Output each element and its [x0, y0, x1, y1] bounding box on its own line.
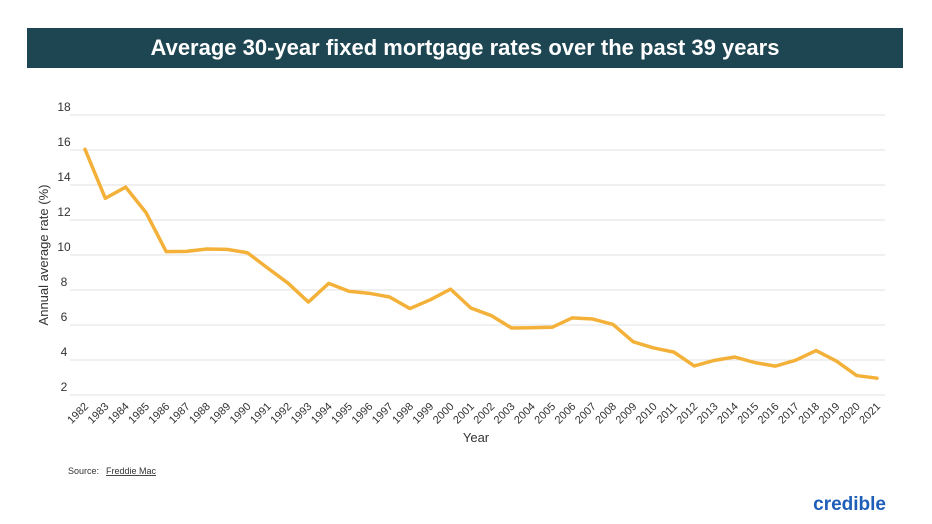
- y-tick-label: 2: [61, 380, 68, 394]
- x-tick-label: 2021: [857, 401, 883, 427]
- x-tick-label: 2006: [553, 401, 579, 427]
- x-tick-label: 1990: [228, 401, 254, 427]
- y-axis-title: Annual average rate (%): [36, 185, 51, 326]
- x-tick-label: 1994: [309, 401, 335, 427]
- x-tick-label: 1989: [207, 401, 233, 427]
- y-tick-label: 14: [57, 170, 71, 184]
- x-tick-label: 2014: [715, 401, 741, 427]
- x-tick-label: 2004: [512, 401, 538, 427]
- x-tick-label: 2019: [817, 401, 843, 427]
- y-tick-label: 10: [57, 240, 71, 254]
- x-tick-label: 2000: [431, 401, 457, 427]
- x-tick-label: 1984: [106, 401, 132, 427]
- x-tick-label: 1986: [147, 401, 173, 427]
- x-tick-label: 2016: [756, 401, 782, 427]
- x-tick-label: 2020: [837, 401, 863, 427]
- x-tick-label: 1996: [350, 401, 376, 427]
- y-tick-label: 12: [57, 205, 71, 219]
- x-tick-label: 1997: [370, 401, 396, 427]
- x-tick-label: 2015: [735, 401, 761, 427]
- x-tick-label: 1991: [248, 401, 274, 427]
- x-tick-label: 1993: [289, 401, 315, 427]
- y-tick-label: 16: [57, 135, 71, 149]
- x-tick-label: 2013: [695, 401, 721, 427]
- x-tick-label: 2005: [532, 401, 558, 427]
- x-tick-label: 1987: [167, 401, 193, 427]
- x-tick-label: 2008: [593, 401, 619, 427]
- x-axis-title: Year: [463, 430, 490, 445]
- y-tick-label: 8: [61, 275, 68, 289]
- x-tick-label: 1982: [65, 401, 91, 427]
- x-tick-label: 2002: [471, 401, 497, 427]
- y-tick-label: 6: [61, 310, 68, 324]
- y-tick-label: 4: [61, 345, 68, 359]
- x-tick-label: 2011: [655, 401, 680, 426]
- source-label: Source:: [68, 466, 99, 476]
- data-line: [83, 147, 879, 380]
- x-tick-label: 2007: [573, 401, 599, 427]
- x-tick-label: 1999: [411, 401, 437, 427]
- y-tick-label: 18: [57, 100, 71, 114]
- source-name: Freddie Mac: [106, 466, 157, 476]
- x-tick-label: 1983: [86, 401, 112, 427]
- logo: credible: [813, 494, 886, 515]
- x-tick-label: 1995: [329, 401, 355, 427]
- x-tick-label: 2009: [614, 401, 640, 427]
- x-tick-label: 1992: [268, 401, 294, 427]
- x-tick-label: 2010: [634, 401, 660, 427]
- x-tick-label: 2012: [675, 401, 701, 427]
- x-tick-label: 1988: [187, 401, 213, 427]
- chart-title: Average 30-year fixed mortgage rates ove…: [151, 35, 780, 60]
- x-tick-label: 2018: [796, 401, 822, 427]
- title-bar: [27, 28, 903, 68]
- x-tick-label: 2003: [492, 401, 518, 427]
- x-tick-label: 1998: [390, 401, 416, 427]
- x-tick-label: 2001: [451, 401, 477, 427]
- x-tick-label: 2017: [776, 401, 802, 427]
- x-tick-label: 1985: [126, 401, 152, 427]
